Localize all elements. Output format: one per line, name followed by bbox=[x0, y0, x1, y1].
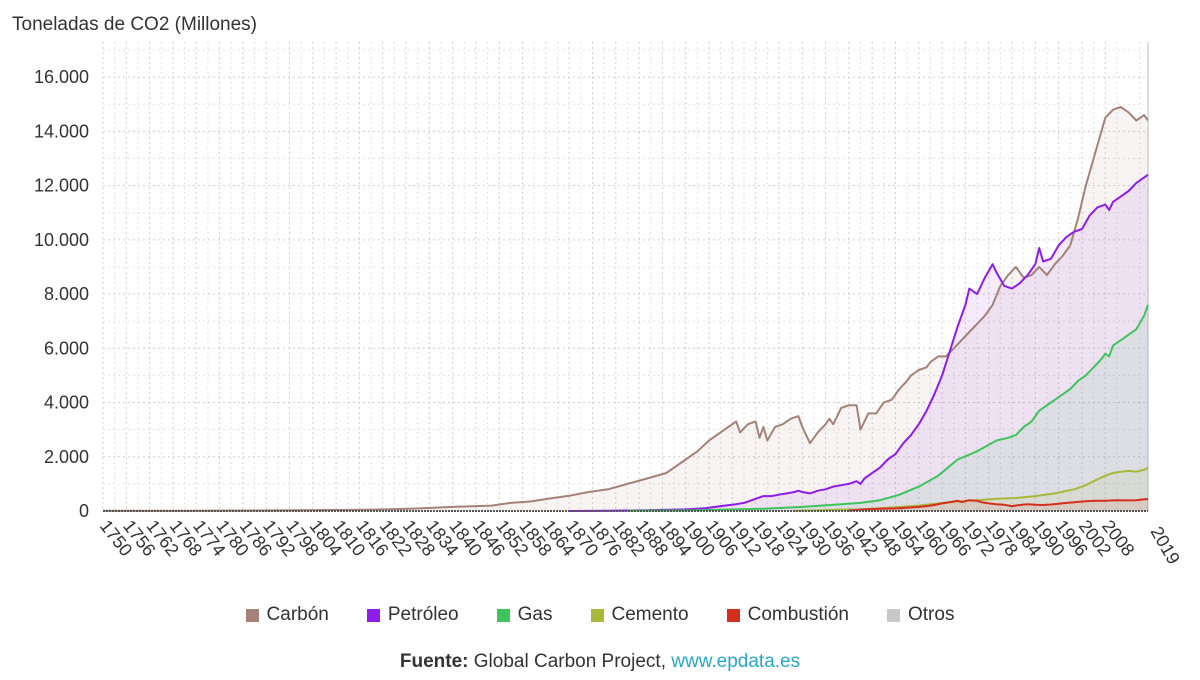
series-line-gas bbox=[627, 304, 1149, 512]
legend-swatch bbox=[726, 608, 740, 622]
legend-swatch bbox=[366, 608, 380, 622]
legend-label: Gas bbox=[517, 604, 553, 625]
source-line: Fuente: Global Carbon Project, www.epdat… bbox=[0, 651, 1200, 673]
source-label: Fuente: bbox=[399, 651, 469, 672]
y-tick-label: 4.000 bbox=[44, 393, 89, 413]
legend-item[interactable]: Carbón bbox=[245, 604, 329, 626]
chart-plot: 0 2.000 4.000 6.000 8.000 10.000 12.000 14.000 1… bbox=[34, 42, 1184, 568]
legend-swatch bbox=[590, 608, 604, 622]
legend-item[interactable]: Petróleo bbox=[366, 604, 459, 626]
legend-item[interactable]: Gas bbox=[496, 604, 553, 626]
legend-label: Petróleo bbox=[387, 604, 459, 625]
legend-label: Combustión bbox=[747, 604, 849, 625]
legend-label: Otros bbox=[908, 604, 955, 625]
y-axis-title: Toneladas de CO2 (Millones) bbox=[12, 14, 258, 35]
legend-item[interactable]: Cemento bbox=[590, 604, 689, 626]
source-link[interactable]: www.epdata.es bbox=[671, 651, 801, 672]
legend-label: Carbón bbox=[266, 604, 329, 625]
legend-swatch bbox=[496, 608, 510, 622]
y-tick-label: 8.000 bbox=[44, 284, 89, 304]
x-tick-label: 2019 bbox=[1147, 523, 1184, 568]
y-tick-label: 0 bbox=[79, 501, 89, 521]
legend-swatch bbox=[887, 608, 900, 622]
y-tick-label: 10.000 bbox=[34, 230, 89, 250]
y-tick-label: 2.000 bbox=[44, 447, 89, 467]
series-line-petróleo bbox=[569, 173, 1149, 512]
series-area-petróleo bbox=[569, 174, 1148, 511]
y-tick-label: 16.000 bbox=[34, 67, 89, 87]
series-area-cemento bbox=[794, 467, 1148, 511]
y-tick-label: 6.000 bbox=[44, 338, 89, 358]
series-area-carbón bbox=[103, 106, 1148, 512]
legend-item[interactable]: Combustión bbox=[726, 604, 849, 626]
legend-item[interactable]: Otros bbox=[887, 604, 954, 626]
series-line-combustión bbox=[848, 498, 1149, 512]
source-text: Global Carbon Project, bbox=[473, 651, 666, 672]
legend-label: Cemento bbox=[611, 604, 689, 625]
legend: Carbón Petróleo Gas Cemento Combustión Otros bbox=[0, 604, 1200, 626]
series-area-gas bbox=[627, 304, 1148, 511]
y-tick-label: 12.000 bbox=[34, 176, 89, 196]
y-tick-label: 14.000 bbox=[34, 121, 89, 141]
legend-swatch bbox=[245, 608, 259, 622]
series-line-carbón bbox=[102, 105, 1149, 512]
